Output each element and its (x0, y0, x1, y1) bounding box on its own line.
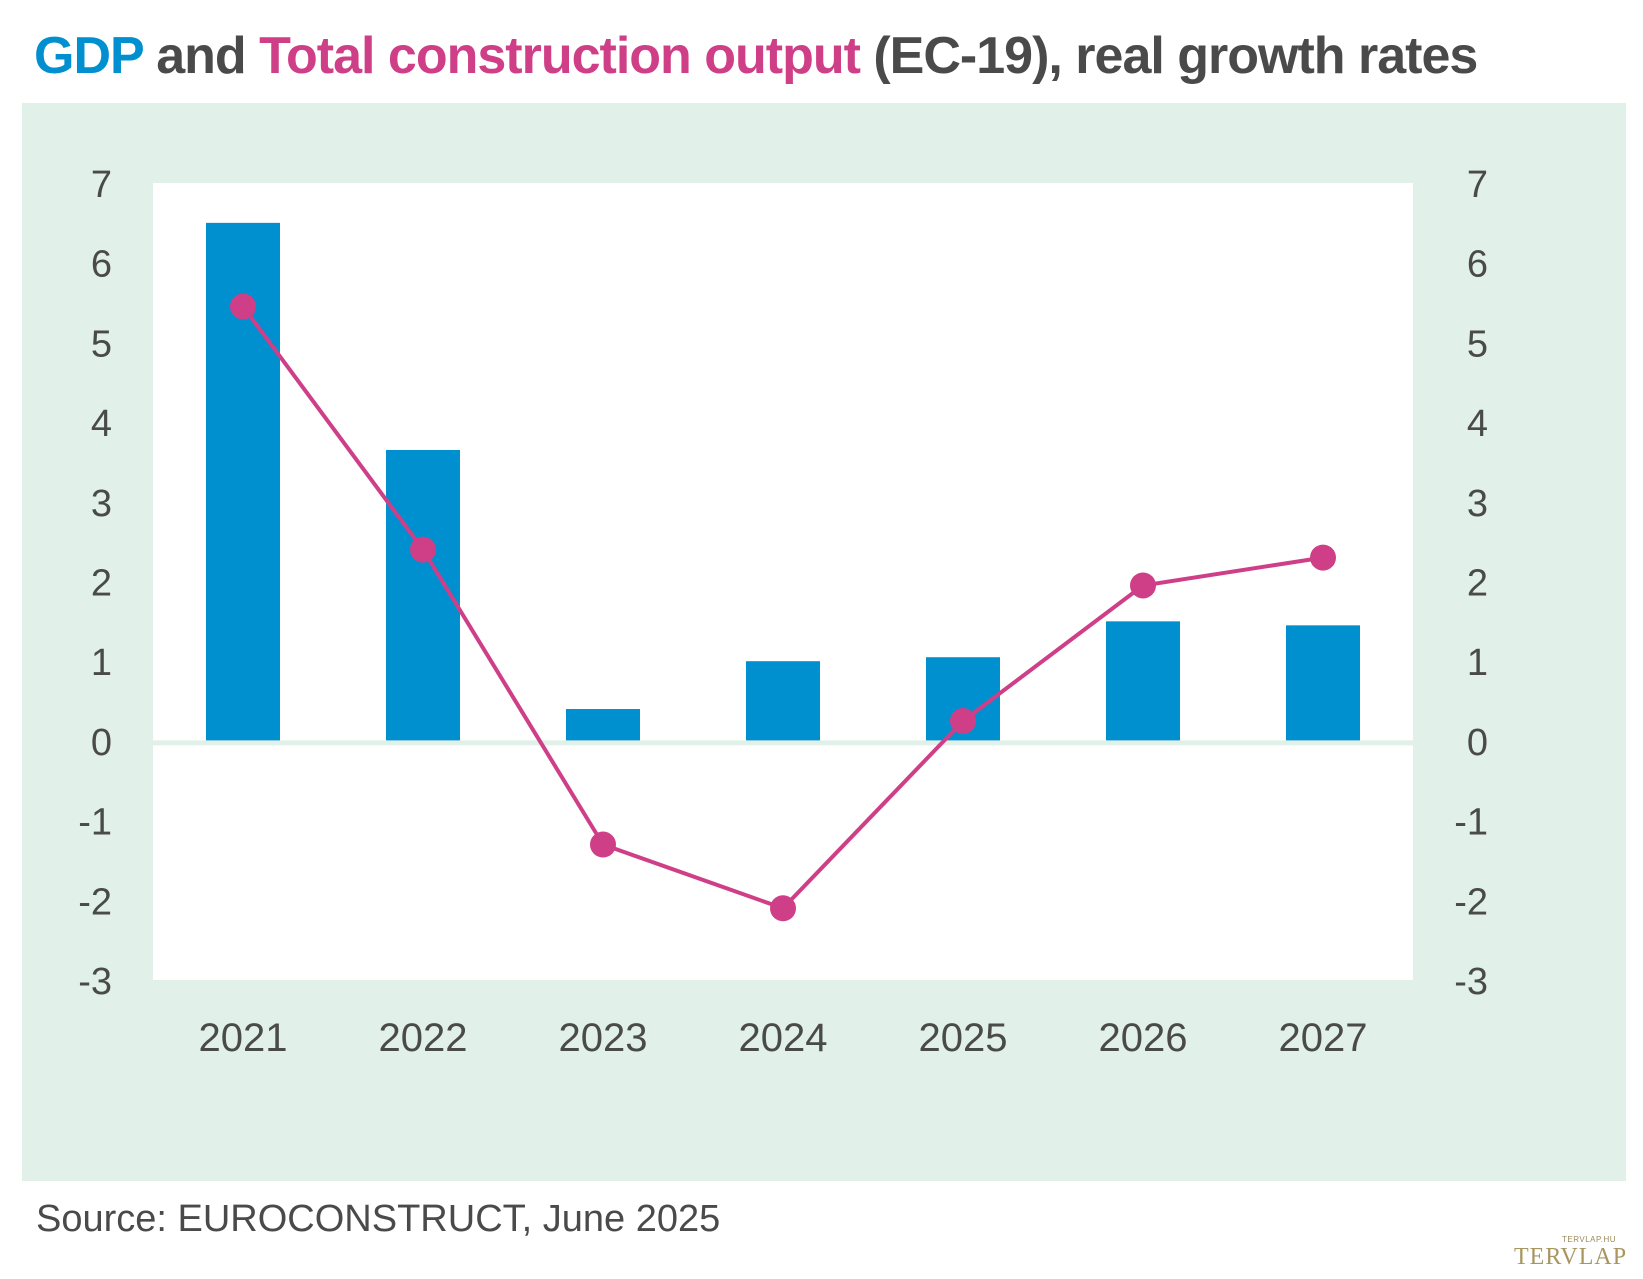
x-tick-label: 2024 (739, 1016, 828, 1060)
y-tick-right: -1 (1454, 802, 1488, 844)
y-tick-right: 4 (1467, 403, 1488, 445)
gdp-bar-2026 (1106, 621, 1180, 741)
construction-point-2027 (1310, 544, 1336, 571)
construction-point-2022 (410, 536, 436, 563)
y-tick-left: 6 (91, 244, 112, 286)
x-tick-label: 2022 (379, 1016, 468, 1060)
logo-text: TERVLAP (1514, 1244, 1628, 1270)
construction-point-2025 (950, 707, 976, 734)
x-tick-label: 2023 (559, 1016, 648, 1060)
construction-point-2023 (590, 831, 616, 858)
y-tick-right: 0 (1467, 722, 1488, 764)
y-tick-right: 6 (1467, 244, 1488, 286)
x-tick-label: 2025 (919, 1016, 1008, 1060)
y-tick-left: -3 (78, 961, 112, 1003)
y-tick-left: 2 (91, 563, 112, 605)
y-tick-right: 5 (1467, 323, 1488, 365)
y-tick-left: 7 (91, 164, 112, 206)
y-tick-right: 1 (1467, 642, 1488, 684)
logo-small-text: TERVLAP.HU (1562, 1235, 1617, 1244)
tervlap-logo: TERVLAP.HU TERVLAP (1508, 1235, 1628, 1275)
gdp-bar-2023 (566, 709, 640, 741)
y-tick-left: 5 (91, 323, 112, 365)
title-rest: (EC-19), real growth rates (859, 27, 1478, 85)
title-construction: Total construction output (259, 27, 861, 85)
y-tick-left: -1 (78, 802, 112, 844)
gdp-bar-2027 (1286, 625, 1360, 741)
gdp-bar-2024 (746, 661, 820, 741)
y-tick-right: 3 (1467, 483, 1488, 525)
gdp-bar-2022 (386, 449, 460, 741)
construction-point-2024 (770, 895, 796, 922)
plot-area (153, 183, 1413, 980)
chart-title: GDP and Total construction output (EC-19… (34, 27, 1478, 85)
y-tick-right: -3 (1454, 961, 1488, 1003)
y-tick-right: 2 (1467, 563, 1488, 605)
title-gdp: GDP (34, 27, 144, 85)
y-tick-right: -2 (1454, 881, 1488, 923)
y-tick-left: -2 (78, 881, 112, 923)
y-tick-left: 4 (91, 403, 112, 445)
construction-point-2021 (230, 293, 256, 320)
construction-point-2026 (1130, 572, 1156, 599)
y-tick-left: 1 (91, 642, 112, 684)
x-tick-label: 2027 (1279, 1016, 1368, 1060)
y-tick-left: 3 (91, 483, 112, 525)
title-and: and (142, 27, 260, 85)
source-note: Source: EUROCONSTRUCT, June 2025 (36, 1198, 721, 1240)
x-tick-label: 2021 (199, 1016, 288, 1060)
y-tick-left: 0 (91, 722, 112, 764)
y-tick-right: 7 (1467, 164, 1488, 206)
x-tick-label: 2026 (1099, 1016, 1188, 1060)
